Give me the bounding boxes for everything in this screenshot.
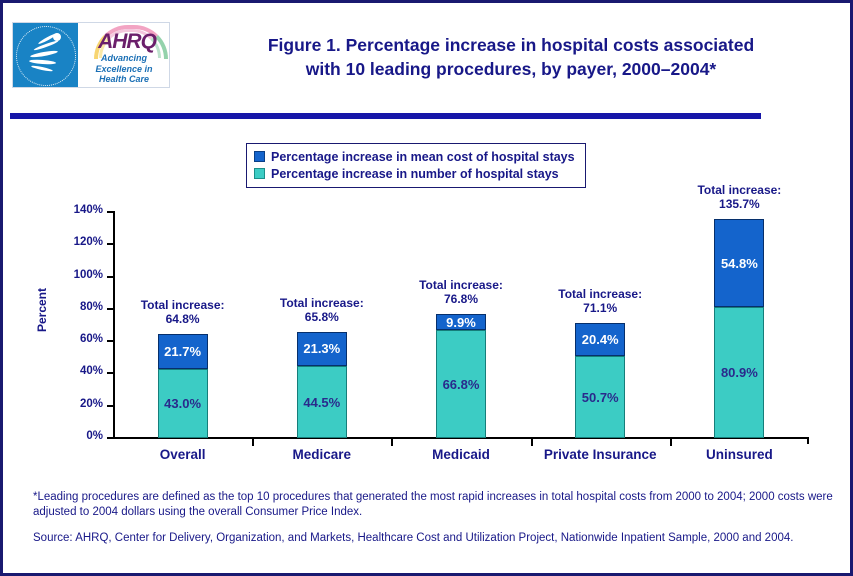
- total-increase-label: Total increase:: [649, 183, 829, 197]
- figure-footnote: *Leading procedures are defined as the t…: [33, 490, 833, 520]
- bar-segment-number-stays: 80.9%: [714, 307, 764, 438]
- y-axis-tick-label: 0%: [57, 430, 103, 442]
- bar-segment-mean-cost: 21.3%: [297, 332, 347, 366]
- stacked-bar: 20.4% 50.7%: [575, 323, 625, 438]
- total-increase-annotation: Total increase:135.7%: [649, 183, 829, 211]
- total-increase-value: 71.1%: [510, 301, 690, 315]
- y-axis-tick-labels: 0%20%40%60%80%100%120%140%: [51, 3, 103, 453]
- figure-notes: *Leading procedures are defined as the t…: [33, 490, 833, 557]
- figure-container: AHRQ Advancing Excellence in Health Care…: [0, 0, 853, 576]
- bar-segment-value-label: 66.8%: [443, 377, 480, 392]
- y-axis-tick-label: 140%: [57, 204, 103, 216]
- y-axis-title: Percent: [35, 265, 49, 355]
- total-increase-value: 65.8%: [232, 310, 412, 324]
- bar-segment-number-stays: 50.7%: [575, 356, 625, 438]
- bar-segment-number-stays: 43.0%: [158, 369, 208, 438]
- bar-segment-value-label: 9.9%: [446, 315, 476, 330]
- y-axis-tick-label: 120%: [57, 236, 103, 248]
- bar-segment-value-label: 21.3%: [303, 341, 340, 356]
- bar-segment-number-stays: 66.8%: [436, 330, 486, 438]
- stacked-bar: 54.8% 80.9%: [714, 219, 764, 438]
- bar-segment-mean-cost: 9.9%: [436, 314, 486, 330]
- total-increase-value: 135.7%: [649, 197, 829, 211]
- bar-segment-value-label: 54.8%: [721, 256, 758, 271]
- stacked-bar: 21.7% 43.0%: [158, 334, 208, 438]
- y-axis-tick-label: 100%: [57, 269, 103, 281]
- bar-segment-value-label: 50.7%: [582, 390, 619, 405]
- bar-segment-value-label: 80.9%: [721, 365, 758, 380]
- figure-source: Source: AHRQ, Center for Delivery, Organ…: [33, 531, 833, 546]
- chart-plot-area: Percent 0%20%40%60%80%100%120%140% 21.7%…: [3, 3, 850, 573]
- stacked-bar: 9.9% 66.8%: [436, 314, 486, 438]
- y-axis-tick-label: 40%: [57, 365, 103, 377]
- bar-segment-number-stays: 44.5%: [297, 366, 347, 438]
- x-axis-tick: [670, 439, 672, 446]
- stacked-bar: 21.3% 44.5%: [297, 332, 347, 438]
- bar-segment-value-label: 20.4%: [582, 332, 619, 347]
- x-axis-end-tick: [807, 437, 809, 444]
- bar-segment-value-label: 21.7%: [164, 344, 201, 359]
- bar-segment-value-label: 43.0%: [164, 396, 201, 411]
- bar-segment-value-label: 44.5%: [303, 395, 340, 410]
- x-axis-tick: [531, 439, 533, 446]
- x-axis-tick: [252, 439, 254, 446]
- total-increase-label: Total increase:: [510, 287, 690, 301]
- bar-segment-mean-cost: 21.7%: [158, 334, 208, 369]
- x-axis-tick: [391, 439, 393, 446]
- y-axis-tick-label: 20%: [57, 398, 103, 410]
- x-axis-category-label: Uninsured: [649, 447, 829, 462]
- bar-segment-mean-cost: 54.8%: [714, 219, 764, 307]
- total-increase-annotation: Total increase:71.1%: [510, 287, 690, 315]
- bar-segment-mean-cost: 20.4%: [575, 323, 625, 356]
- y-axis-tick-label: 60%: [57, 333, 103, 345]
